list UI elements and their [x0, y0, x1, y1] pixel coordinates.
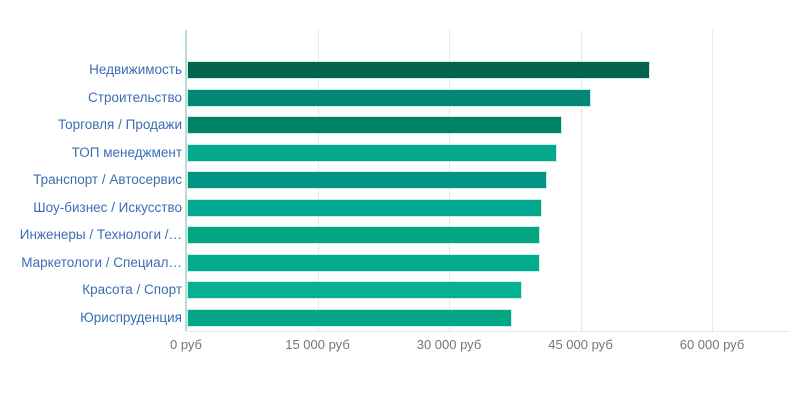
category-label[interactable]: Инженеры / Технологи /… [19, 227, 182, 242]
bar-row: Инженеры / Технологи /… [0, 221, 800, 249]
vertical-gridline [580, 30, 582, 331]
x-tick-label: 60 000 руб [679, 337, 745, 352]
category-label[interactable]: Красота / Спорт [82, 282, 182, 297]
bar-row: Транспорт / Автосервис [0, 166, 800, 194]
category-label[interactable]: Недвижимость [89, 62, 182, 77]
bar-row: ТОП менеджмент [0, 139, 800, 167]
x-tick-label: 45 000 руб [548, 337, 613, 352]
category-label[interactable]: Транспорт / Автосервис [33, 172, 182, 187]
bar[interactable] [187, 198, 543, 217]
bar[interactable] [187, 308, 512, 327]
x-axis-line [186, 331, 790, 332]
category-label[interactable]: ТОП менеджмент [71, 144, 182, 160]
x-tick-label: 30 000 руб [416, 337, 482, 352]
x-tick-label: 15 000 руб [285, 337, 350, 352]
bar-row: Недвижимость [0, 56, 800, 84]
bar-row: Юриспруденция [0, 304, 800, 332]
bar-row: Маркетологи / Специал… [0, 249, 800, 277]
category-label[interactable]: Юриспруденция [80, 309, 182, 325]
bar[interactable] [187, 61, 651, 79]
category-label[interactable]: Маркетологи / Специал… [21, 254, 182, 270]
category-label[interactable]: Строительство [88, 89, 182, 105]
vertical-gridline [712, 30, 713, 331]
bar-row: Торговля / Продажи [0, 111, 800, 139]
x-tick-label: 0 руб [169, 337, 203, 352]
bar-row: Шоу-бизнес / Искусство [0, 194, 800, 222]
bar-row: Строительство [0, 84, 800, 112]
bar[interactable] [187, 143, 558, 162]
bar[interactable] [187, 253, 540, 272]
bar[interactable] [187, 226, 540, 244]
bar[interactable] [187, 171, 547, 189]
bar[interactable] [187, 281, 523, 299]
category-label[interactable]: Шоу-бизнес / Искусство [33, 199, 182, 215]
y-axis-zero-line [185, 30, 187, 331]
category-label[interactable]: Торговля / Продажи [57, 117, 182, 132]
bar-row: Красота / Спорт [0, 276, 800, 304]
bar[interactable] [187, 88, 591, 107]
bar[interactable] [187, 116, 562, 134]
